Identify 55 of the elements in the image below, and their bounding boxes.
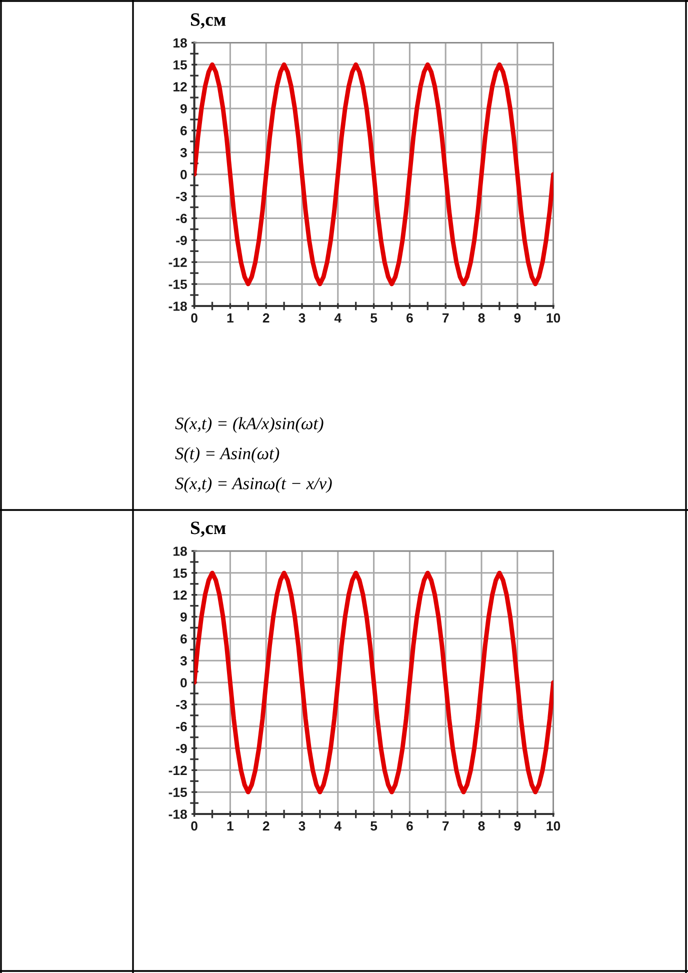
- y-tick-label: -9: [176, 744, 187, 754]
- x-tick-label: 8: [478, 821, 485, 831]
- line-series: [194, 570, 554, 794]
- y-axis-title: S,см: [190, 522, 226, 537]
- y-tick-label: -3: [176, 192, 187, 202]
- x-tick-label: 2: [262, 821, 270, 831]
- x-tick-label: 4: [334, 821, 342, 831]
- y-tick-label: 6: [180, 634, 187, 644]
- x-tick-label: 1: [227, 313, 234, 323]
- y-tick-label: -9: [176, 236, 187, 246]
- y-tick-label: -6: [176, 214, 187, 224]
- y-tick-label: 15: [174, 60, 187, 70]
- x-tick-label: 0: [191, 313, 198, 323]
- y-tick-label: -12: [168, 766, 187, 775]
- x-tick-label: 6: [406, 313, 413, 323]
- x-tick-label: 10: [546, 821, 560, 831]
- x-tick-label: 7: [442, 821, 449, 831]
- x-tick-label: 5: [370, 313, 378, 323]
- y-axis-title: S,см: [190, 13, 226, 29]
- y-tick-label: 0: [180, 170, 187, 180]
- y-tick-label: -6: [176, 722, 187, 732]
- y-tick-label: 3: [180, 148, 187, 158]
- line-series: [194, 62, 554, 286]
- y-tick-label: -18: [168, 810, 187, 819]
- y-tick-label: -12: [168, 258, 187, 267]
- x-tick-label: 10: [546, 313, 560, 323]
- y-tick-label: 12: [174, 82, 187, 92]
- text: S(t) = Asin(ωt): [175, 447, 280, 463]
- y-tick-label: 9: [180, 104, 187, 114]
- y-tick-label: -15: [168, 280, 187, 289]
- y-tick-label: 12: [174, 590, 187, 600]
- x-tick-label: 1: [227, 821, 234, 831]
- x-tick-label: 2: [262, 313, 270, 323]
- x-tick-label: 6: [406, 821, 413, 831]
- y-tick-label: 18: [174, 546, 187, 556]
- y-tick-label: -3: [176, 700, 187, 710]
- x-tick-label: 3: [298, 821, 306, 831]
- y-tick-label: -18: [168, 302, 187, 311]
- y-tick-label: 18: [174, 38, 187, 48]
- text: S(x,t) = (kA/x)sin(ωt): [175, 417, 324, 433]
- x-tick-label: 3: [298, 313, 306, 323]
- x-tick-label: 7: [442, 313, 449, 323]
- x-tick-label: 5: [370, 821, 378, 831]
- x-tick-label: 9: [514, 821, 521, 831]
- x-tick-label: 4: [334, 313, 342, 323]
- x-tick-label: 0: [191, 821, 198, 831]
- y-tick-label: 6: [180, 126, 187, 136]
- y-tick-label: -15: [168, 788, 187, 797]
- y-tick-label: 0: [180, 678, 187, 688]
- y-tick-label: 9: [180, 612, 187, 622]
- text: S(x,t) = Asinω(t − x/v): [175, 477, 332, 493]
- x-tick-label: 9: [514, 313, 521, 323]
- x-tick-label: 8: [478, 313, 485, 323]
- y-tick-label: 3: [180, 656, 187, 666]
- y-tick-label: 15: [174, 568, 187, 578]
